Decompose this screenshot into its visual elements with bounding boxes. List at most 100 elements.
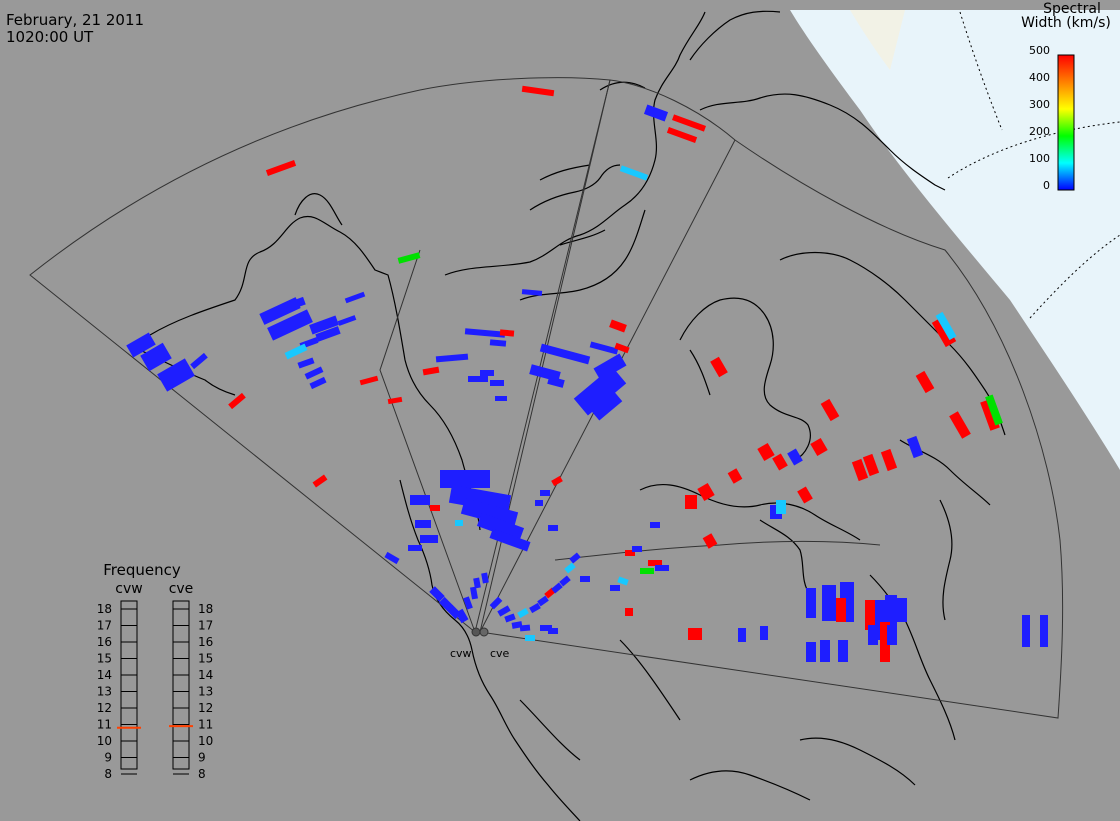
echo-cell bbox=[797, 486, 813, 504]
colorbar-tick-400: 400 bbox=[1029, 71, 1050, 84]
echo-cell bbox=[499, 329, 515, 337]
echo-cell bbox=[1022, 615, 1030, 647]
echo-cell bbox=[619, 165, 649, 181]
echo-cell bbox=[710, 356, 728, 378]
polar-cap-region bbox=[790, 10, 1120, 470]
echo-cell bbox=[489, 528, 531, 552]
colorbar-tick-300: 300 bbox=[1029, 98, 1050, 111]
echo-cell bbox=[315, 326, 341, 342]
echo-cell bbox=[519, 624, 531, 632]
colorbar-title-line1: Spectral bbox=[1043, 1, 1101, 17]
echo-cell bbox=[895, 598, 907, 622]
polar-cap-inner bbox=[850, 10, 905, 70]
echo-cell bbox=[535, 500, 543, 506]
echo-cell bbox=[580, 576, 590, 582]
echo-cell bbox=[489, 596, 503, 610]
echo-cell bbox=[473, 577, 481, 589]
frequency-tick-right: 8 bbox=[198, 767, 206, 781]
echo-cell bbox=[448, 484, 512, 514]
cve-fov-arc bbox=[554, 540, 881, 561]
echo-cell bbox=[297, 357, 315, 369]
cve-fov bbox=[479, 79, 1064, 719]
frequency-tick-left: 9 bbox=[104, 751, 112, 765]
echo-cell bbox=[836, 598, 846, 622]
echo-cell bbox=[481, 572, 489, 584]
frequency-tick-left: 11 bbox=[97, 718, 112, 732]
echo-cell bbox=[422, 366, 440, 376]
echo-cell bbox=[643, 104, 669, 122]
echo-cell bbox=[985, 394, 1003, 426]
frequency-tick-right: 18 bbox=[198, 602, 213, 616]
frequency-cve-label: cve bbox=[169, 581, 194, 597]
cvw-site-marker bbox=[471, 627, 481, 637]
echo-cell bbox=[688, 628, 702, 640]
echo-cell bbox=[537, 595, 549, 607]
echo-cell bbox=[504, 613, 516, 623]
echo-cell bbox=[702, 533, 718, 549]
cvw-fov bbox=[29, 77, 611, 633]
colorbar-tick-0: 0 bbox=[1043, 179, 1050, 192]
echo-cell bbox=[610, 585, 620, 591]
cvw-site-label: cvw bbox=[450, 647, 472, 660]
echo-cell bbox=[868, 625, 878, 645]
scatter-data bbox=[126, 85, 1048, 662]
echo-cell bbox=[455, 520, 463, 526]
latitude-grid bbox=[947, 11, 1120, 319]
echo-cell bbox=[757, 442, 775, 462]
echo-cell bbox=[540, 490, 550, 496]
echo-cell bbox=[935, 311, 957, 341]
echo-cell bbox=[548, 628, 558, 634]
echo-cell bbox=[480, 370, 494, 376]
echo-cell bbox=[587, 387, 623, 421]
echo-cell bbox=[157, 358, 195, 392]
echo-cell bbox=[429, 586, 445, 602]
frequency-tick-right: 14 bbox=[198, 668, 213, 682]
echo-cell bbox=[438, 596, 454, 612]
echo-cell bbox=[559, 575, 571, 587]
echo-cell bbox=[906, 435, 924, 459]
radar-sites: cvw cve bbox=[450, 627, 510, 660]
frequency-tick-right: 10 bbox=[198, 734, 213, 748]
frequency-tick-left: 18 bbox=[97, 602, 112, 616]
frequency-tick-left: 10 bbox=[97, 734, 112, 748]
frequency-tick-right: 15 bbox=[198, 652, 213, 666]
echo-cell bbox=[460, 498, 519, 528]
echo-cell bbox=[440, 470, 490, 488]
echo-cell bbox=[810, 437, 828, 457]
spectral-width-colorbar: Spectral Width (km/s) 500 400 300 200 10… bbox=[1021, 1, 1111, 192]
frequency-tick-left: 15 bbox=[97, 652, 112, 666]
echo-cell bbox=[497, 605, 511, 617]
echo-cell bbox=[309, 376, 327, 390]
echo-cell bbox=[547, 376, 565, 388]
frequency-tick-left: 12 bbox=[97, 701, 112, 715]
echo-cell bbox=[614, 342, 630, 354]
echo-cell bbox=[359, 375, 379, 386]
echo-cell bbox=[420, 535, 438, 543]
echo-cell bbox=[344, 291, 366, 304]
frequency-tick-left: 16 bbox=[97, 635, 112, 649]
echo-cell bbox=[525, 635, 535, 641]
echo-cell bbox=[511, 621, 523, 629]
echo-cell bbox=[517, 607, 529, 619]
frequency-cvw-box bbox=[120, 600, 138, 770]
echo-cell bbox=[539, 343, 591, 365]
echo-cell bbox=[337, 315, 357, 326]
echo-cell bbox=[489, 339, 507, 347]
echo-cell bbox=[569, 552, 581, 564]
frequency-tick-right: 11 bbox=[198, 718, 213, 732]
echo-cell bbox=[820, 640, 830, 662]
echo-cell bbox=[806, 642, 816, 662]
echo-cell bbox=[685, 495, 697, 509]
echo-cell bbox=[265, 160, 297, 176]
echo-cell bbox=[415, 520, 431, 528]
echo-cell bbox=[267, 309, 313, 341]
echo-cell bbox=[655, 565, 669, 571]
echo-cell bbox=[880, 622, 890, 662]
echo-cell bbox=[887, 625, 897, 645]
colorbar-tick-200: 200 bbox=[1029, 125, 1050, 138]
frequency-tick-right: 17 bbox=[198, 619, 213, 633]
echo-cell bbox=[430, 505, 440, 511]
echo-cell bbox=[540, 625, 552, 631]
echo-cell bbox=[851, 458, 869, 482]
